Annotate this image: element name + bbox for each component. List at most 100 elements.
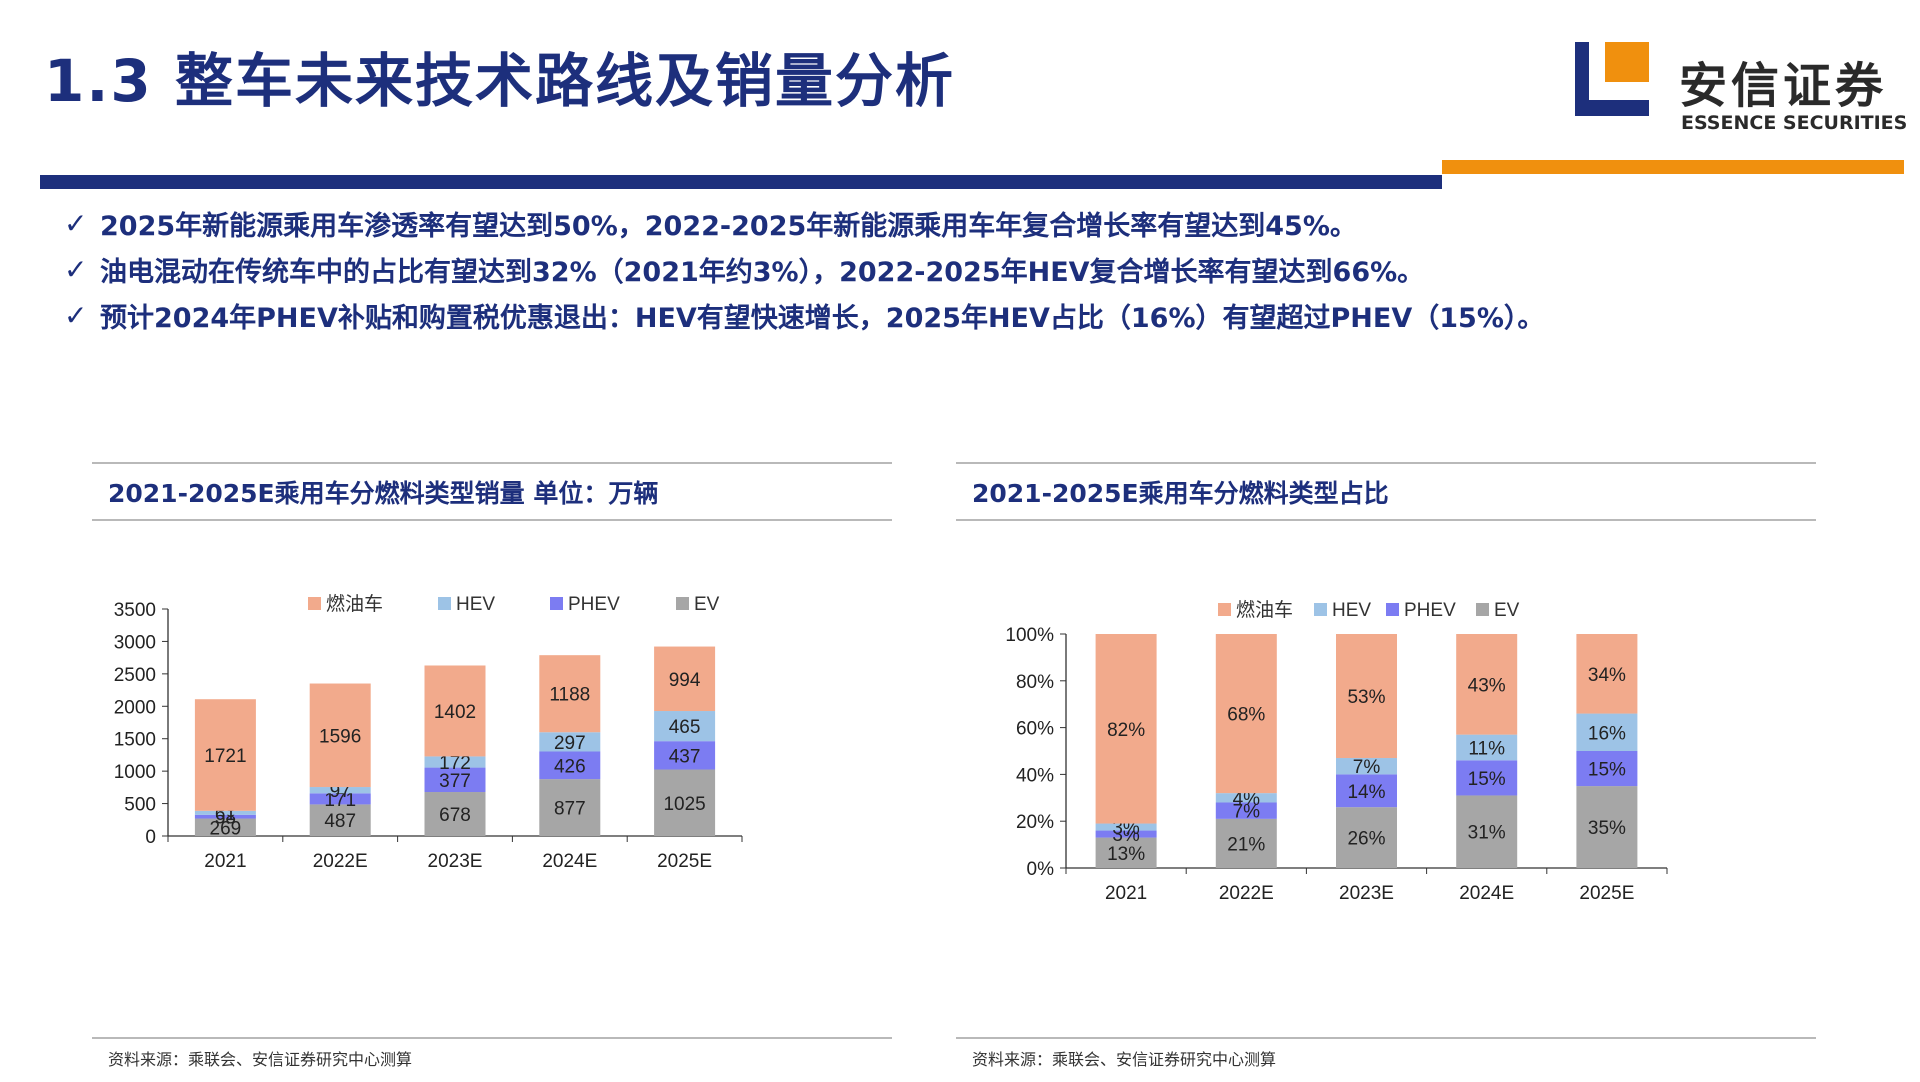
bar-segment: [1576, 751, 1638, 787]
bar-segment: [654, 646, 716, 712]
sales-volume-chart: 燃油车 HEV PHEV EV 0 500 1000 1500 2000 2500 3000 3500…: [114, 593, 743, 872]
panel-title-rule: [956, 519, 1816, 521]
panel-title: 2021-2025E乘用车分燃料类型销量 单位：万辆: [108, 479, 659, 508]
x-tick-label: 2023E: [1339, 883, 1394, 904]
bar-segment: [1336, 774, 1397, 808]
header-rule-blue: [40, 175, 1442, 189]
key-points: ✓ 2025年新能源乘用车渗透率有望达到50%，2022-2025年新能源乘用车…: [64, 200, 1864, 338]
data-label: 35%: [1588, 818, 1626, 839]
data-label: 678: [439, 805, 471, 826]
data-label: 53%: [1347, 687, 1385, 708]
x-tick-label: 2023E: [428, 851, 483, 872]
data-label: 34%: [1588, 665, 1626, 686]
check-icon: ✓: [64, 298, 88, 332]
x-tick-label: 2024E: [542, 851, 597, 872]
data-label: 16%: [1588, 723, 1626, 744]
bar-segment: [424, 792, 486, 836]
legend-label: 燃油车: [326, 593, 383, 615]
data-label: 82%: [1107, 720, 1145, 741]
check-icon: ✓: [64, 252, 88, 286]
bar-segment: [1095, 634, 1157, 824]
data-label: 26%: [1347, 829, 1385, 850]
share-chart: 燃油车 HEV PHEV EV0%20%40%60%80%100%202113%3%3…: [1005, 599, 1668, 904]
bar-segment: [1095, 830, 1157, 838]
data-label: 297: [554, 733, 586, 754]
panel-top-rule: [956, 462, 1816, 464]
y-tick-label: 0%: [1027, 859, 1055, 880]
bar-segment: [194, 818, 256, 836]
y-tick-label: 1000: [114, 762, 156, 783]
data-label: 1188: [549, 685, 590, 706]
legend-swatch: [550, 597, 563, 610]
key-point: ✓ 预计2024年PHEV补贴和购置税优惠退出：HEV有望快速增长，2025年H…: [64, 292, 1864, 338]
bar-segment: [1456, 734, 1518, 761]
data-label: 7%: [1353, 757, 1381, 778]
y-tick-label: 2000: [114, 697, 156, 718]
panel-bottom-rule: [92, 1037, 892, 1039]
bar-segment: [539, 779, 601, 836]
data-label: 437: [669, 746, 701, 767]
bar-segment: [1095, 837, 1157, 868]
legend-swatch: [1314, 603, 1327, 616]
page-title: 1.3 整车未来技术路线及销量分析: [44, 47, 955, 115]
legend-label: HEV: [1332, 600, 1371, 621]
panel-title-rule: [92, 519, 892, 521]
data-label: 1025: [663, 794, 705, 815]
data-label: 13%: [1107, 844, 1145, 865]
data-label: 377: [439, 771, 471, 792]
data-label: 7%: [1233, 802, 1261, 823]
y-tick-label: 500: [124, 795, 156, 816]
y-tick-label: 80%: [1016, 672, 1054, 693]
bar-segment: [654, 769, 716, 836]
bar-segment: [194, 810, 256, 815]
data-label: 994: [669, 670, 701, 691]
legend-swatch: [676, 597, 689, 610]
panel-source: 资料来源：乘联会、安信证券研究中心测算: [972, 1050, 1277, 1069]
bar-segment: [309, 683, 371, 788]
data-label: 1721: [204, 746, 246, 767]
x-tick-label: 2025E: [1579, 883, 1634, 904]
legend-label: EV: [694, 594, 720, 615]
x-tick-label: 2021: [1105, 883, 1147, 904]
bar-segment: [539, 732, 601, 752]
sales-volume-panel: 2021-2025E乘用车分燃料类型销量 单位：万辆 燃油车 HEV PHEV EV 0…: [92, 462, 892, 1082]
legend-label: PHEV: [568, 594, 620, 615]
y-tick-label: 1500: [114, 730, 156, 751]
bar-segment: [1576, 713, 1638, 751]
y-tick-label: 0: [145, 827, 156, 848]
legend-label: 燃油车: [1236, 599, 1293, 621]
y-tick-label: 3000: [114, 632, 156, 653]
data-label: 43%: [1468, 675, 1506, 696]
legend-swatch: [1476, 603, 1489, 616]
legend-swatch: [438, 597, 451, 610]
bar-segment: [194, 814, 256, 819]
x-tick-label: 2024E: [1459, 883, 1514, 904]
key-point-text: 2025年新能源乘用车渗透率有望达到50%，2022-2025年新能源乘用车年复…: [100, 210, 1357, 242]
legend-swatch: [1386, 603, 1399, 616]
data-label: 4%: [1233, 789, 1261, 810]
logo-english-name: ESSENCE SECURITIES: [1681, 112, 1908, 134]
key-point: ✓ 2025年新能源乘用车渗透率有望达到50%，2022-2025年新能源乘用车…: [64, 200, 1864, 246]
header-rule-orange: [1442, 160, 1904, 174]
y-tick-label: 100%: [1005, 625, 1054, 646]
data-label: 11%: [1468, 738, 1505, 759]
x-tick-label: 2022E: [1219, 883, 1274, 904]
bar-segment: [424, 756, 486, 768]
logo-chinese-name: 安信证券: [1679, 58, 1888, 114]
y-tick-label: 2500: [114, 665, 156, 686]
key-point-text: 油电混动在传统车中的占比有望达到32%（2021年约3%），2022-2025年…: [100, 256, 1425, 288]
key-point-text: 预计2024年PHEV补贴和购置税优惠退出：HEV有望快速增长，2025年HEV…: [100, 302, 1545, 334]
data-label: 68%: [1227, 705, 1265, 726]
bar-segment: [424, 665, 486, 757]
check-icon: ✓: [64, 206, 88, 240]
bar-segment: [1336, 758, 1397, 775]
bar-segment: [1456, 634, 1518, 735]
legend-label: PHEV: [1404, 600, 1456, 621]
bar-segment: [309, 787, 371, 794]
bar-segment: [309, 793, 371, 805]
bar-segment: [539, 655, 601, 733]
data-label: 1402: [434, 702, 476, 723]
bar-segment: [1215, 802, 1277, 819]
y-tick-label: 3500: [114, 600, 156, 621]
bar-segment: [1576, 786, 1638, 868]
